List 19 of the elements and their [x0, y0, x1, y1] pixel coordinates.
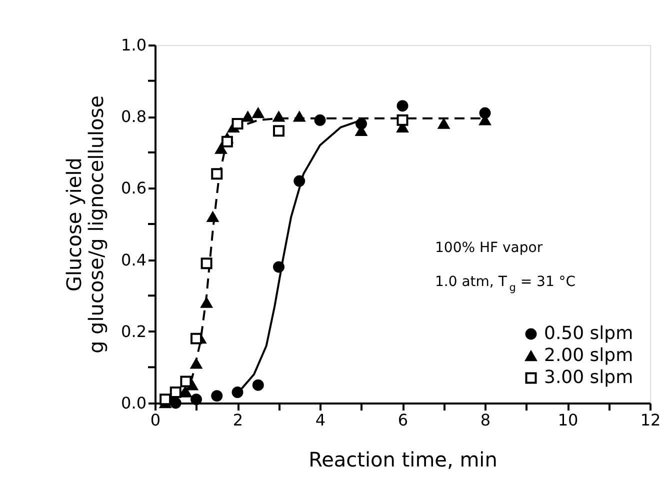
y-tick-label: 0.4: [121, 250, 146, 270]
x-tick-label: 2: [232, 410, 244, 430]
y-tick-label: 0.2: [121, 322, 146, 341]
legend-label: 2.00 slpm: [544, 345, 634, 366]
y-axis-title: Glucose yield g glucose/g lignocellulose: [62, 95, 108, 354]
legend-label: 3.00 slpm: [544, 367, 634, 388]
x-tick-label: 10: [558, 410, 578, 430]
y-tick-label: 0.6: [121, 178, 146, 198]
legend-label: 0.50 slpm: [544, 323, 634, 344]
annotation: 100% HF vapor: [435, 240, 543, 256]
x-axis-title: Reaction time, min: [308, 448, 498, 472]
y-tick-label: 1.0: [121, 36, 146, 54]
y-tick-label: 0.0: [121, 394, 146, 412]
x-tick-label: 6: [398, 410, 408, 430]
x-tick-label: 12: [640, 410, 661, 430]
x-tick-label: 0: [150, 410, 161, 430]
x-tick-label: 8: [480, 410, 491, 430]
x-tick-label: 4: [315, 410, 326, 430]
y-tick-label: 0.8: [121, 107, 146, 126]
